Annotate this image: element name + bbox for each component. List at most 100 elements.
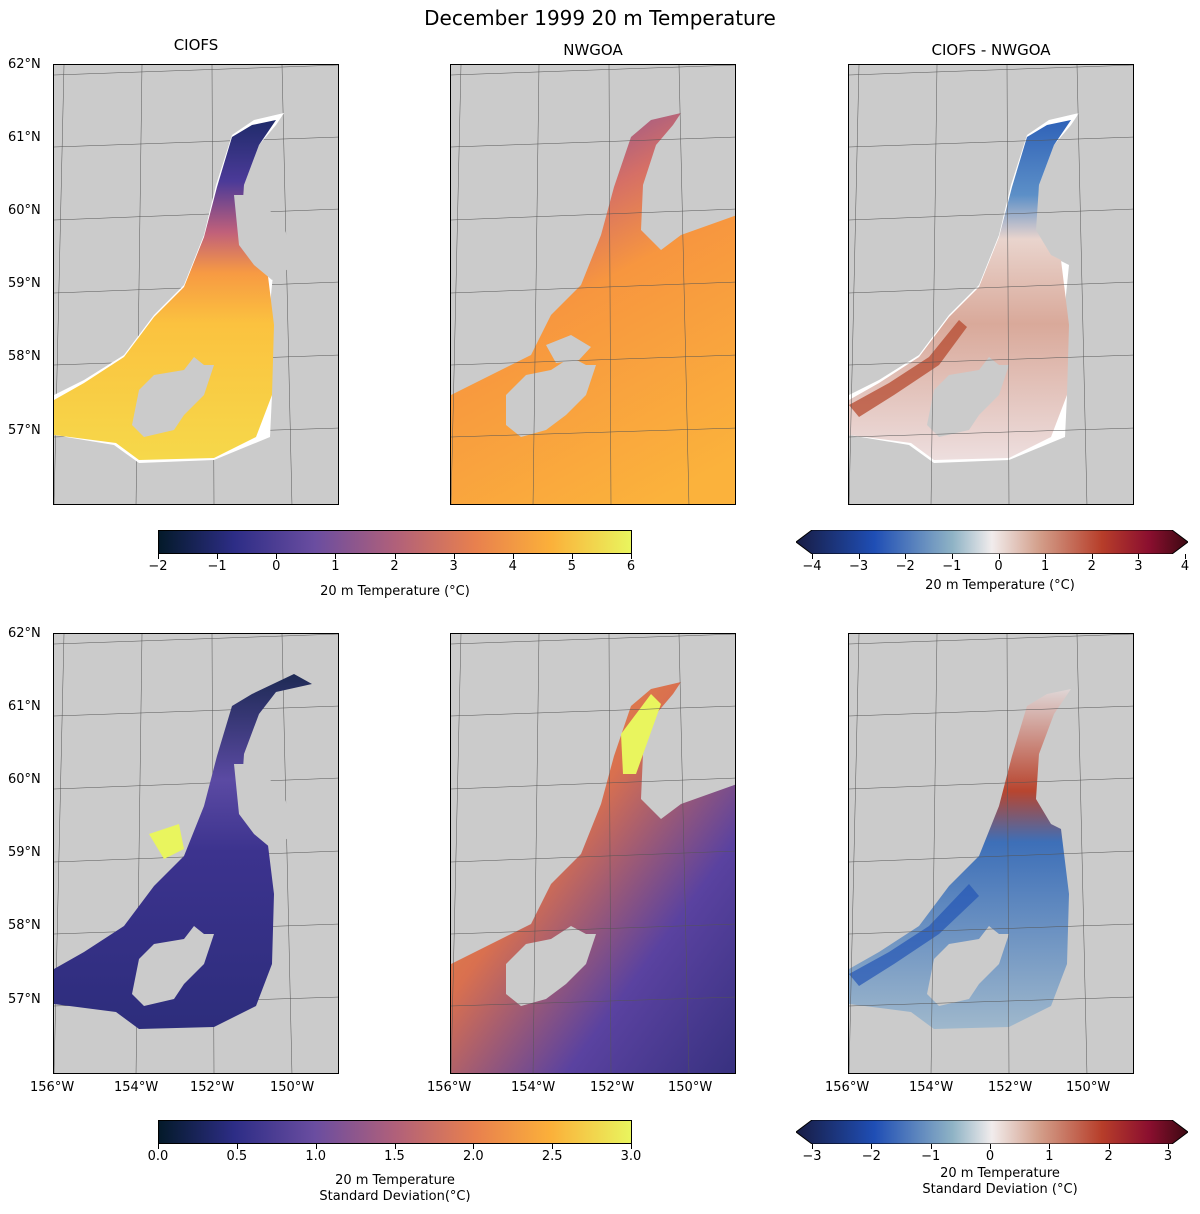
colorbar-tick-label: 0 [994, 559, 1003, 574]
land-kodiak [132, 926, 214, 1006]
colorbar-tick-mark [453, 554, 455, 559]
land-kenai [234, 195, 294, 280]
colorbar-tick-label: 2 [1104, 1149, 1113, 1164]
land-kenai [234, 764, 294, 849]
field-nwgoa-std [451, 682, 735, 1073]
lat-tick: 57°N [8, 423, 41, 438]
colorbar-tick-label: 2.5 [541, 1149, 563, 1164]
colorbar-stddev-difference-label-line1: 20 m Temperature [940, 1166, 1060, 1181]
column-title-nwgoa: NWGOA [563, 41, 623, 59]
colorbar-tick-mark [335, 554, 337, 559]
colorbar-temperature-label: 20 m Temperature (°C) [320, 584, 470, 599]
lon-tick: 150°W [1066, 1080, 1111, 1095]
lat-tick: 62°N [8, 57, 41, 72]
lon-tick: 154°W [909, 1080, 954, 1095]
field-nwgoa-temp [451, 113, 735, 504]
colorbar-tick-mark [276, 554, 278, 559]
colorbar-tick-label: 0.5 [226, 1149, 248, 1164]
colorbar-tick-mark [158, 1144, 159, 1149]
column-title-difference: CIOFS - NWGOA [931, 41, 1051, 59]
colorbar-tick-mark [217, 554, 219, 559]
colorbar-tick-mark [1138, 554, 1140, 559]
colorbar-stddev-difference [796, 1120, 1188, 1144]
land-afognak [546, 335, 591, 363]
lat-tick: 58°N [8, 349, 41, 364]
colorbar-tick-label: 4 [508, 559, 517, 574]
colorbar-tick-label: −3 [802, 1149, 822, 1164]
colorbar-tick-mark [1045, 554, 1047, 559]
colorbar-tick-label: 0 [272, 559, 281, 574]
colorbar-tick-mark [158, 554, 159, 559]
colorbar-temperature [158, 530, 632, 554]
lon-tick: 152°W [590, 1080, 635, 1095]
lon-tick: 152°W [988, 1080, 1033, 1095]
map-ciofs-stddev [53, 633, 339, 1074]
map-ciofs-temperature [53, 64, 339, 505]
colorbar-tick-mark [1168, 1144, 1169, 1149]
colorbar-tick-label: −2 [895, 559, 915, 574]
blue-band [849, 884, 979, 986]
lon-tick: 154°W [511, 1080, 556, 1095]
colorbar-tick-mark [631, 1144, 632, 1149]
colorbar-tick-label: −1 [942, 559, 962, 574]
hotspot [149, 824, 184, 859]
colorbar-tick-mark [1049, 1144, 1051, 1149]
colorbar-stddev-label: 20 m Temperature Standard Deviation(°C) [158, 1173, 632, 1205]
colorbar-tick-mark [236, 1144, 238, 1149]
colorbar-stddev-difference-label: 20 m Temperature Standard Deviation (°C) [812, 1166, 1188, 1198]
colorbar-tick-label: 1 [1040, 559, 1050, 574]
lon-tick: 156°W [30, 1080, 75, 1095]
land-kodiak [506, 926, 596, 1006]
lon-tick: 156°W [427, 1080, 472, 1095]
colorbar-tick-label: 0.0 [147, 1149, 169, 1164]
colorbar-tick-label: 3 [1163, 1149, 1173, 1164]
colorbar-tick-mark [858, 554, 860, 559]
colorbar-tick-label: 1 [1045, 1149, 1054, 1164]
colorbar-tick-mark [990, 1144, 991, 1149]
colorbar-tick-label: 1.5 [384, 1149, 405, 1164]
colorbar-tick-label: 3 [449, 559, 458, 574]
map-nwgoa-stddev [450, 633, 736, 1074]
map-nwgoa-temperature [450, 64, 736, 505]
colorbar-tick-label: −1 [207, 559, 227, 574]
graticule [849, 634, 1133, 1073]
lon-tick: 154°W [114, 1080, 159, 1095]
warm-band [849, 320, 967, 417]
colorbar-tick-label: −4 [802, 559, 822, 574]
colorbar-tick-label: 2 [390, 559, 399, 574]
colorbar-tick-mark [394, 554, 396, 559]
graticule [451, 634, 735, 1073]
colorbar-tick-mark [905, 554, 907, 559]
lat-tick: 61°N [8, 130, 41, 145]
field-ciofs-temp [54, 120, 276, 460]
colorbar-tick-mark [315, 1144, 317, 1149]
land-kodiak [927, 357, 1009, 437]
colorbar-tick-label: 2 [1087, 559, 1096, 574]
colorbar-tick-mark [951, 554, 953, 559]
colorbar-tick-label: 3.0 [620, 1149, 642, 1164]
colorbar-tick-mark [394, 1144, 396, 1149]
colorbar-tick-label: 6 [626, 559, 636, 574]
graticule [451, 65, 735, 504]
colorbar-tick-mark [552, 1144, 554, 1149]
colorbar-tick-mark [631, 554, 632, 559]
colorbar-temperature-difference-label: 20 m Temperature (°C) [925, 578, 1075, 593]
colorbar-tick-label: 1 [331, 559, 340, 574]
colorbar-tick-mark [571, 554, 573, 559]
land-kodiak [927, 926, 1009, 1006]
colorbar-tick-mark [1091, 554, 1093, 559]
map-difference-stddev [848, 633, 1134, 1074]
colorbar-tick-mark [871, 1144, 873, 1149]
lat-tick: 59°N [8, 276, 41, 291]
lat-tick: 59°N [8, 845, 41, 860]
map-difference-temperature [848, 64, 1134, 505]
colorbar-stddev-label-line2: Standard Deviation(°C) [319, 1189, 471, 1204]
land-kodiak [506, 357, 596, 437]
lat-tick: 60°N [8, 772, 41, 787]
colorbar-tick-mark [812, 1144, 813, 1149]
lon-tick: 156°W [825, 1080, 870, 1095]
column-title-ciofs: CIOFS [173, 36, 219, 54]
colorbar-tick-label: 4 [1180, 559, 1190, 574]
colorbar-tick-label: 5 [567, 559, 577, 574]
colorbar-tick-label: 0 [985, 1149, 995, 1164]
